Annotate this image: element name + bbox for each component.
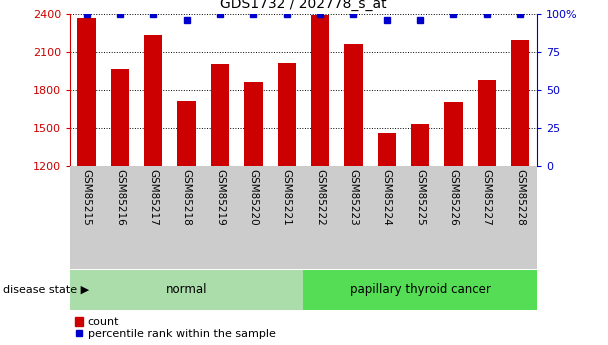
Title: GDS1732 / 202778_s_at: GDS1732 / 202778_s_at [220, 0, 387, 11]
Text: GSM85228: GSM85228 [515, 169, 525, 225]
Bar [311, 15, 330, 166]
Legend: count, percentile rank within the sample: count, percentile rank within the sample [75, 317, 275, 339]
Bar [277, 63, 296, 166]
Bar [378, 133, 396, 166]
Bar [144, 35, 162, 166]
Text: papillary thyroid cancer: papillary thyroid cancer [350, 283, 491, 296]
Text: GSM85227: GSM85227 [482, 169, 492, 225]
Text: disease state ▶: disease state ▶ [3, 285, 89, 295]
Bar [303, 270, 537, 310]
Bar [111, 69, 129, 166]
Bar [70, 270, 303, 310]
Bar [244, 82, 263, 166]
Text: GSM85224: GSM85224 [382, 169, 392, 225]
Text: GSM85219: GSM85219 [215, 169, 225, 225]
Bar [344, 44, 362, 166]
Text: GSM85222: GSM85222 [315, 169, 325, 225]
Text: GSM85218: GSM85218 [182, 169, 192, 225]
Text: GSM85223: GSM85223 [348, 169, 359, 225]
Bar [511, 40, 530, 166]
Text: GSM85215: GSM85215 [81, 169, 92, 225]
Bar [77, 18, 96, 166]
Text: GSM85225: GSM85225 [415, 169, 425, 225]
Bar [178, 101, 196, 166]
Bar [444, 102, 463, 166]
Text: GSM85220: GSM85220 [248, 169, 258, 225]
Bar [211, 65, 229, 166]
Text: GSM85216: GSM85216 [115, 169, 125, 225]
Bar [411, 124, 429, 166]
Text: normal: normal [166, 283, 207, 296]
Text: GSM85226: GSM85226 [449, 169, 458, 225]
Text: GSM85221: GSM85221 [282, 169, 292, 225]
Text: GSM85217: GSM85217 [148, 169, 158, 225]
Bar [478, 80, 496, 166]
